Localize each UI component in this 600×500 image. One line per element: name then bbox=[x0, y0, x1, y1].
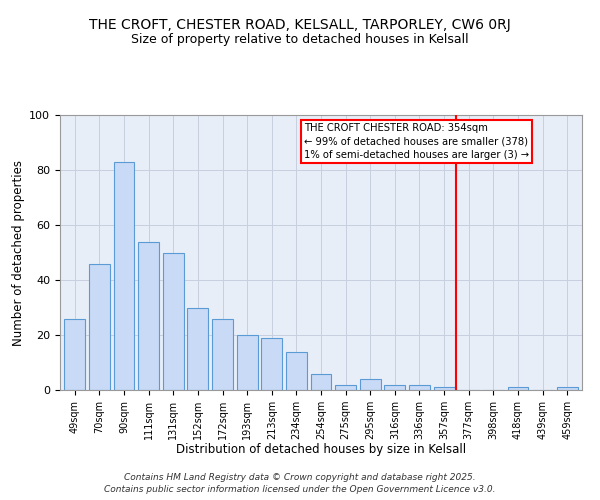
Bar bbox=[236, 335, 257, 390]
Bar bbox=[187, 308, 208, 390]
Text: Size of property relative to detached houses in Kelsall: Size of property relative to detached ho… bbox=[131, 32, 469, 46]
Y-axis label: Number of detached properties: Number of detached properties bbox=[12, 160, 25, 346]
Bar bbox=[360, 379, 381, 390]
Bar bbox=[311, 374, 331, 390]
Bar bbox=[138, 242, 159, 390]
Bar bbox=[64, 318, 85, 390]
Bar bbox=[261, 338, 282, 390]
Text: Contains HM Land Registry data © Crown copyright and database right 2025.: Contains HM Land Registry data © Crown c… bbox=[124, 472, 476, 482]
Bar bbox=[212, 318, 233, 390]
Text: Contains public sector information licensed under the Open Government Licence v3: Contains public sector information licen… bbox=[104, 485, 496, 494]
X-axis label: Distribution of detached houses by size in Kelsall: Distribution of detached houses by size … bbox=[176, 444, 466, 456]
Bar bbox=[335, 384, 356, 390]
Bar bbox=[508, 387, 529, 390]
Bar bbox=[434, 387, 455, 390]
Bar bbox=[113, 162, 134, 390]
Bar bbox=[557, 387, 578, 390]
Bar bbox=[89, 264, 110, 390]
Bar bbox=[286, 352, 307, 390]
Text: THE CROFT, CHESTER ROAD, KELSALL, TARPORLEY, CW6 0RJ: THE CROFT, CHESTER ROAD, KELSALL, TARPOR… bbox=[89, 18, 511, 32]
Bar bbox=[163, 252, 184, 390]
Text: THE CROFT CHESTER ROAD: 354sqm
← 99% of detached houses are smaller (378)
1% of : THE CROFT CHESTER ROAD: 354sqm ← 99% of … bbox=[304, 123, 529, 160]
Bar bbox=[385, 384, 406, 390]
Bar bbox=[409, 384, 430, 390]
